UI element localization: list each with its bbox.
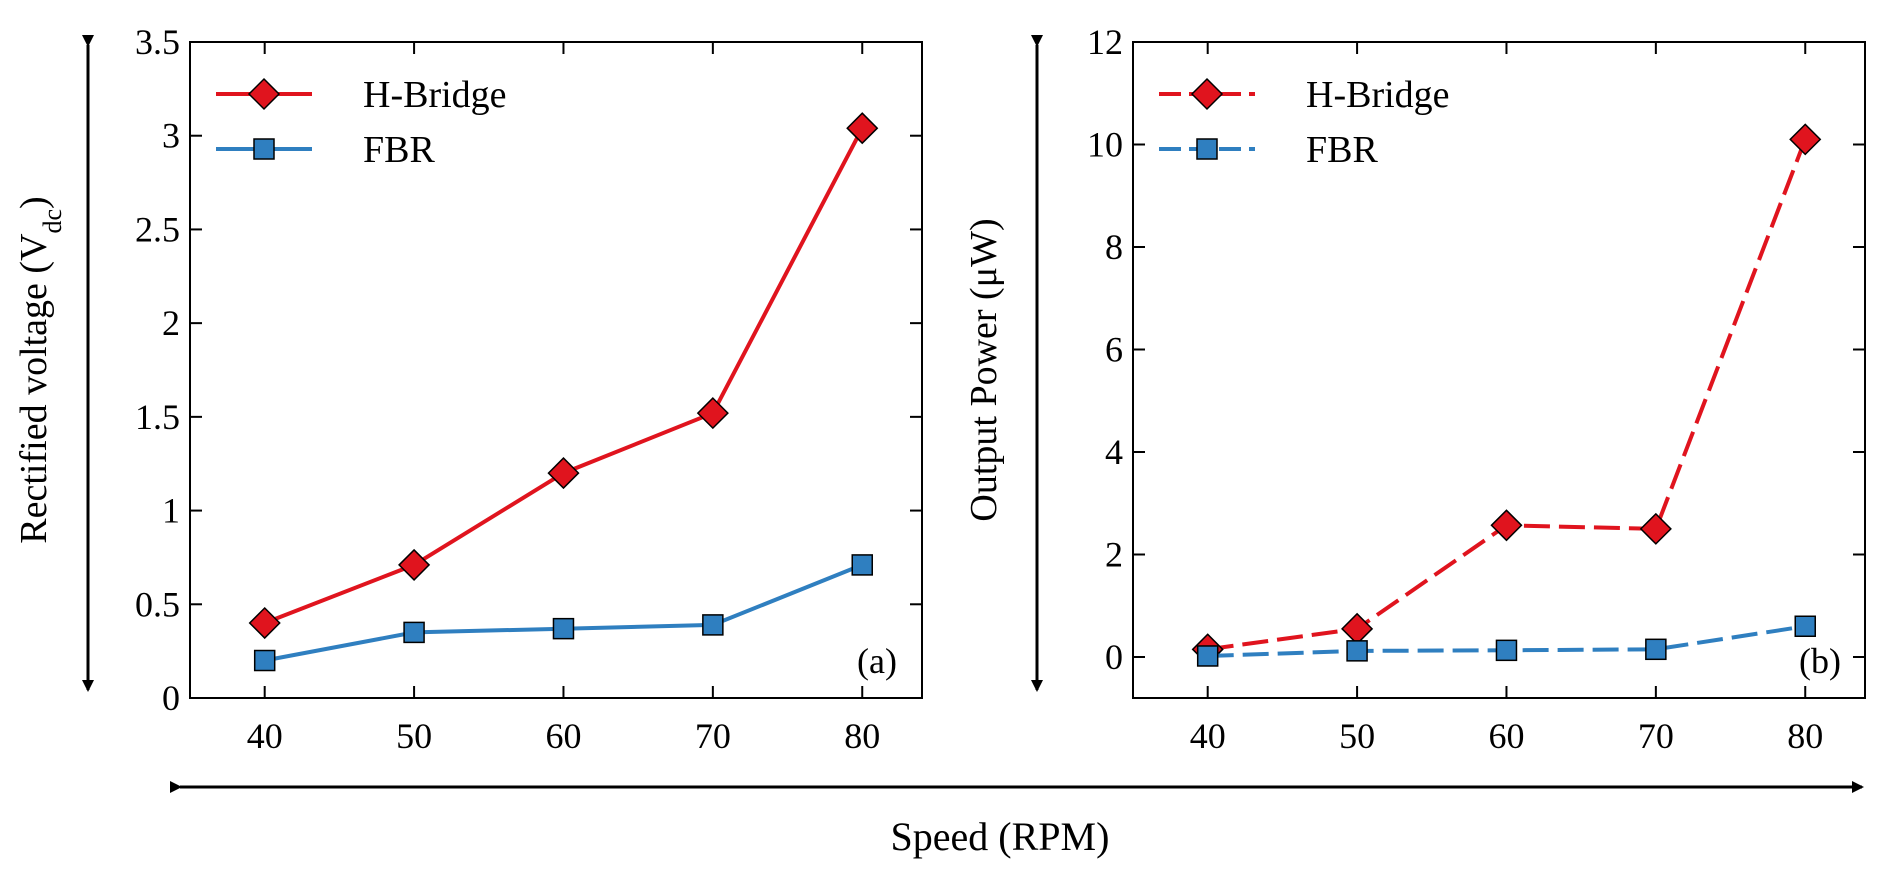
legend-marker-fbr bbox=[1196, 138, 1218, 160]
data-point-h-bridge bbox=[1490, 509, 1523, 542]
data-point-fbr bbox=[1346, 640, 1368, 662]
y-tick-label: 1 bbox=[162, 491, 180, 531]
x-tick-label: 60 bbox=[1488, 716, 1524, 756]
x-tick-label: 70 bbox=[695, 716, 731, 756]
y-ticks-a: 0 0.5 1 1.5 2 2.5 3 3.5 bbox=[135, 22, 922, 718]
data-point-fbr bbox=[253, 649, 276, 672]
data-point-fbr bbox=[403, 621, 425, 644]
y-tick-label: 4 bbox=[1105, 432, 1123, 472]
y-tick-label: 3 bbox=[162, 116, 180, 156]
plot-frame-b bbox=[1132, 41, 1866, 699]
data-point-h-bridge bbox=[547, 457, 580, 490]
data-point-fbr bbox=[702, 614, 724, 636]
x-ticks-b: 40 50 60 70 80 bbox=[1190, 42, 1823, 756]
y-axis-label-b: Output Power (μW) bbox=[963, 218, 1005, 521]
series-a bbox=[248, 112, 879, 672]
x-tick-label: 40 bbox=[1190, 716, 1226, 756]
data-point-h-bridge bbox=[398, 548, 431, 581]
data-point-h-bridge bbox=[696, 397, 729, 430]
series-line-fbr bbox=[264, 563, 863, 663]
y-axis-label-b-main: Output Power (μW) bbox=[963, 218, 1005, 521]
data-point-h-bridge bbox=[248, 606, 281, 640]
series-b bbox=[1191, 123, 1822, 667]
data-point-fbr bbox=[1645, 638, 1667, 661]
y-tick-label: 0.5 bbox=[135, 584, 180, 624]
y-tick-label: 12 bbox=[1087, 22, 1123, 62]
data-point-fbr bbox=[851, 554, 873, 576]
legend-marker-fbr bbox=[253, 138, 275, 160]
data-point-fbr bbox=[552, 617, 575, 640]
y-tick-label: 8 bbox=[1105, 227, 1123, 267]
legend-b: H-Bridge FBR bbox=[1159, 74, 1450, 171]
x-ticks-a: 40 50 60 70 80 bbox=[247, 42, 880, 756]
y-tick-label: 2 bbox=[1105, 535, 1123, 575]
x-tick-label: 50 bbox=[396, 716, 432, 756]
y-tick-label: 2.5 bbox=[135, 209, 180, 249]
y-tick-label: 1.5 bbox=[135, 397, 180, 437]
data-point-fbr bbox=[1196, 645, 1219, 667]
panel-label-b: (b) bbox=[1799, 641, 1841, 681]
y-axis-label-a-sub: dc bbox=[38, 209, 67, 234]
data-point-h-bridge bbox=[1639, 512, 1672, 545]
y-tick-label: 0 bbox=[162, 678, 180, 718]
y-tick-label: 2 bbox=[162, 303, 180, 343]
data-point-fbr bbox=[1794, 615, 1816, 637]
shared-x-axis-label: Speed (RPM) bbox=[891, 814, 1110, 859]
legend-label-h-bridge: H-Bridge bbox=[363, 74, 507, 116]
y-ticks-b: 0 2 4 6 8 10 12 bbox=[1087, 22, 1865, 677]
y-axis-label-a-close: ) bbox=[13, 196, 55, 209]
series-line-h-bridge bbox=[1207, 138, 1808, 652]
y-tick-label: 0 bbox=[1105, 637, 1123, 677]
data-point-fbr bbox=[1495, 639, 1518, 662]
legend-a: H-Bridge FBR bbox=[216, 74, 507, 171]
y-axis-label-a: Rectified voltage (Vdc) bbox=[13, 196, 67, 543]
x-tick-label: 60 bbox=[545, 716, 581, 756]
y-tick-label: 3.5 bbox=[135, 22, 180, 62]
panel-a-voltage: 00.511.522.533.5 40 50 60 70 80 H-BridgeFBR … bbox=[13, 22, 923, 756]
legend-label-fbr: FBR bbox=[363, 129, 435, 171]
x-tick-label: 50 bbox=[1339, 716, 1375, 756]
x-tick-label: 40 bbox=[247, 716, 283, 756]
data-point-h-bridge bbox=[1789, 123, 1822, 156]
panel-b-power: 0 2 4 6 8 10 12 40 50 60 70 80 H-Bridge FBR (b) Out… bbox=[963, 22, 1866, 756]
data-point-h-bridge bbox=[846, 112, 879, 145]
panel-label-a: (a) bbox=[857, 641, 897, 681]
y-tick-label: 10 bbox=[1087, 125, 1123, 165]
legend-marker-h-bridge bbox=[247, 77, 281, 111]
x-tick-label: 80 bbox=[844, 716, 880, 756]
legend-label-h-bridge: H-Bridge bbox=[1306, 74, 1450, 116]
y-axis-label-a-main: Rectified voltage (V bbox=[13, 233, 55, 544]
legend-marker-h-bridge bbox=[1190, 77, 1224, 111]
y-tick-label: 6 bbox=[1105, 330, 1123, 370]
legend-label-fbr: FBR bbox=[1306, 129, 1378, 171]
data-point-h-bridge bbox=[1341, 612, 1374, 645]
series-line-h-bridge bbox=[263, 127, 864, 625]
plot-frame-a bbox=[189, 41, 923, 699]
x-tick-label: 80 bbox=[1787, 716, 1823, 756]
x-tick-label: 70 bbox=[1638, 716, 1674, 756]
